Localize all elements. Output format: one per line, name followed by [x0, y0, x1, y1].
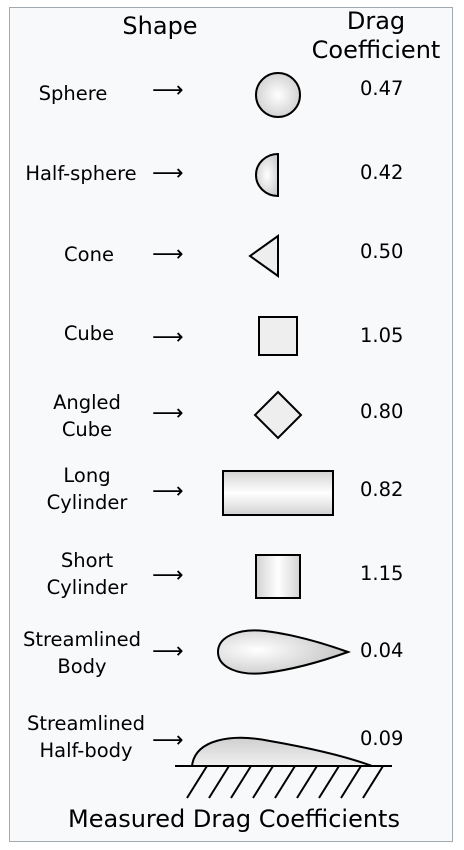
value-long-cylinder: 0.82 — [360, 478, 404, 501]
label-streamlined-body: Streamlined Body — [22, 628, 142, 678]
label-sphere: Sphere — [38, 82, 108, 105]
label-long-cylinder: Long Cylinder — [46, 464, 128, 514]
value-cube: 1.05 — [360, 324, 404, 347]
figure-frame — [9, 7, 453, 842]
header-drag-line2: Coefficient — [311, 36, 441, 64]
value-streamlined-half-body: 0.09 — [360, 727, 404, 750]
sphere-shape — [255, 72, 301, 118]
arrow-icon: ⟶ — [152, 401, 184, 426]
half-sphere-shape — [255, 152, 279, 198]
cone-shape — [248, 234, 279, 278]
value-cone: 0.50 — [360, 240, 404, 263]
header-drag-line1: Drag — [346, 7, 406, 35]
label-cone: Cone — [64, 243, 114, 266]
label-short-cylinder: Short Cylinder — [46, 549, 128, 599]
value-angled-cube: 0.80 — [360, 400, 404, 423]
arrow-icon: ⟶ — [152, 479, 184, 504]
label-angled-cube: Angled Cube — [53, 391, 121, 441]
angled-cube-shape — [253, 390, 303, 440]
short-cylinder-shape — [255, 554, 301, 599]
long-cylinder-shape — [222, 470, 334, 516]
arrow-icon: ⟶ — [152, 639, 184, 664]
cube-shape — [258, 316, 298, 356]
arrow-icon: ⟶ — [152, 563, 184, 588]
ground-hatching — [186, 765, 384, 799]
value-half-sphere: 0.42 — [360, 161, 404, 184]
header-drag-coefficient: Drag Coefficient — [300, 7, 452, 65]
arrow-icon: ⟶ — [152, 161, 184, 186]
label-cube: Cube — [63, 322, 115, 345]
arrow-icon: ⟶ — [152, 325, 184, 350]
arrow-icon: ⟶ — [152, 242, 184, 267]
figure-caption: Measured Drag Coefficients — [68, 805, 400, 833]
arrow-icon: ⟶ — [152, 78, 184, 103]
value-streamlined-body: 0.04 — [360, 639, 404, 662]
label-half-sphere: Half-sphere — [25, 162, 137, 185]
value-short-cylinder: 1.15 — [360, 562, 404, 585]
streamlined-half-body-shape — [190, 736, 373, 767]
label-streamlined-half-body: Streamlined Half-body — [26, 712, 146, 762]
streamlined-body-shape — [216, 629, 351, 675]
arrow-icon: ⟶ — [152, 728, 184, 753]
header-shape: Shape — [122, 12, 198, 40]
value-sphere: 0.47 — [360, 77, 404, 100]
